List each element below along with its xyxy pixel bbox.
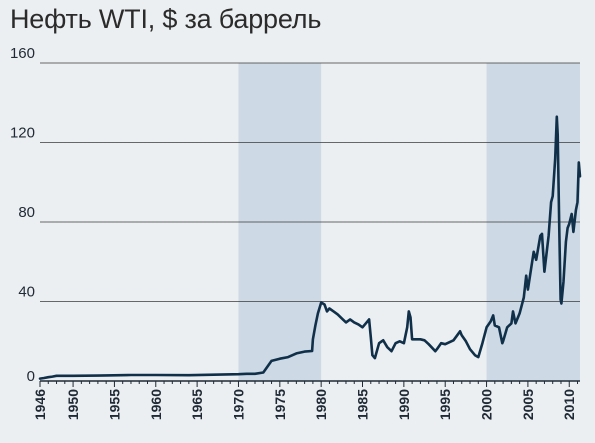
x-tick-label-2010: 2010 <box>561 389 577 420</box>
series-group <box>38 115 582 380</box>
gridlines <box>40 62 580 302</box>
y-tick-label-120: 120 <box>10 125 35 142</box>
x-tick-label-1975: 1975 <box>272 389 288 420</box>
x-tick-label-1946: 1946 <box>32 389 48 420</box>
x-tick-label-1970: 1970 <box>230 389 246 420</box>
series-line-0 <box>38 115 582 380</box>
x-tick-label-1980: 1980 <box>313 389 329 420</box>
x-tick-label-2000: 2000 <box>479 389 495 420</box>
x-tick-label-1990: 1990 <box>396 389 412 420</box>
y-tick-label-40: 40 <box>18 284 35 301</box>
x-tick-label-1950: 1950 <box>65 389 81 420</box>
x-tick-label-2005: 2005 <box>520 389 536 420</box>
y-tick-label-160: 160 <box>10 45 35 62</box>
chart-title: Нефть WTI, $ за баррель <box>10 4 322 34</box>
x-tick-label-1985: 1985 <box>355 389 371 420</box>
y-axis-ticks: 0 40 80 120 160 <box>10 45 35 385</box>
x-tick-label-1995: 1995 <box>437 389 453 420</box>
x-tick-label-1965: 1965 <box>189 389 205 420</box>
x-axis: 1946 1950 1955 1960 1965 1970 1975 1980 1985 1990… <box>32 380 580 420</box>
x-tick-label-1960: 1960 <box>148 389 164 420</box>
y-tick-label-0: 0 <box>27 368 35 385</box>
x-tick-label-1955: 1955 <box>106 389 122 420</box>
y-tick-label-80: 80 <box>18 204 35 221</box>
